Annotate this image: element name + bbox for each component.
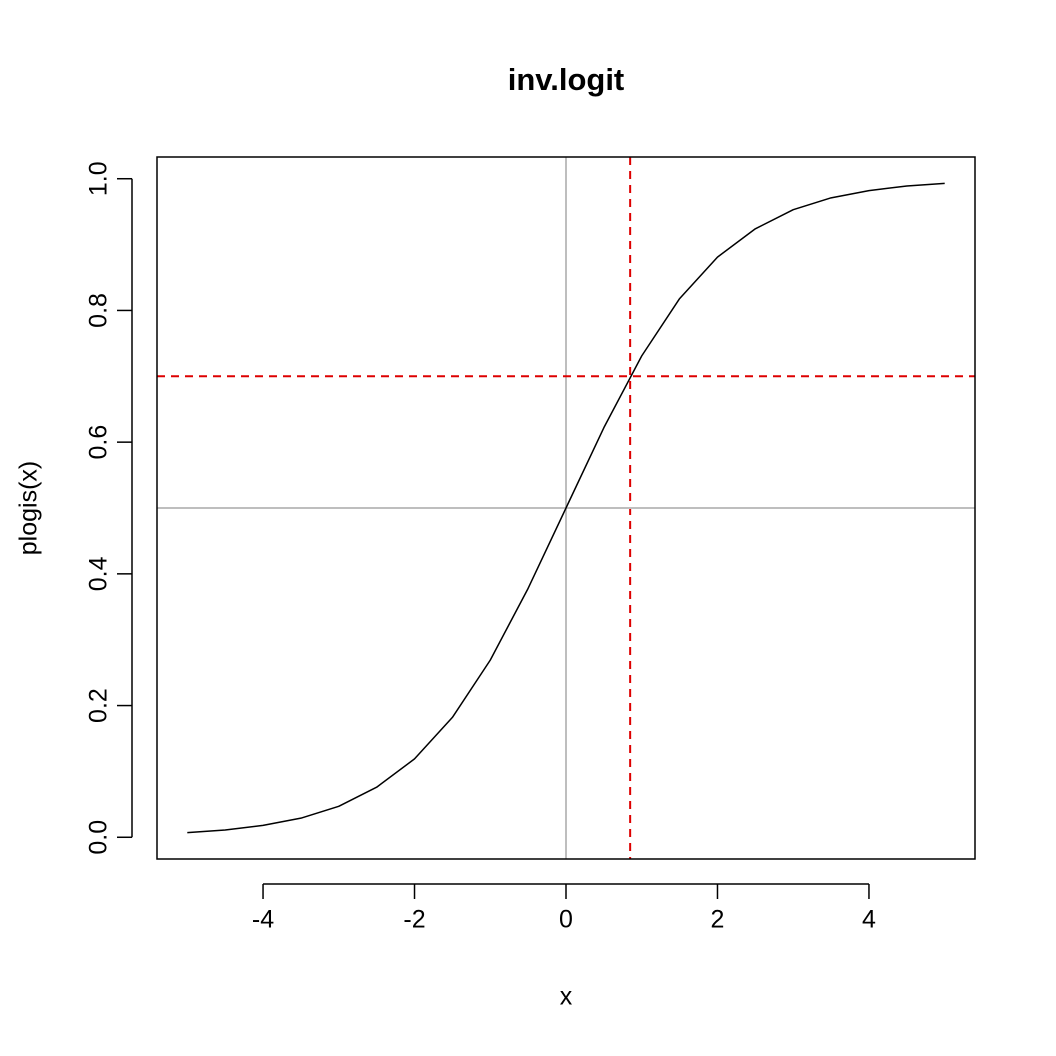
x-tick-label: -2: [403, 906, 425, 934]
curve: [187, 182, 945, 834]
y-axis-label: plogis(x): [15, 461, 43, 555]
chart-title: inv.logit: [508, 62, 625, 97]
x-tick-label: 4: [862, 906, 876, 934]
y-tick-label: 1.0: [85, 161, 113, 196]
x-tick-label: 0: [559, 906, 573, 934]
x-tick-label: 2: [711, 906, 725, 934]
y-tick-label: 0.4: [85, 556, 113, 591]
y-tick-label: 0.0: [85, 820, 113, 855]
x-tick-label: -4: [252, 906, 274, 934]
plot-frame: [156, 156, 976, 860]
y-tick-label: 0.8: [85, 293, 113, 328]
y-tick-label: 0.6: [85, 425, 113, 460]
y-tick-label: 0.2: [85, 688, 113, 723]
x-axis-label: x: [560, 983, 573, 1011]
